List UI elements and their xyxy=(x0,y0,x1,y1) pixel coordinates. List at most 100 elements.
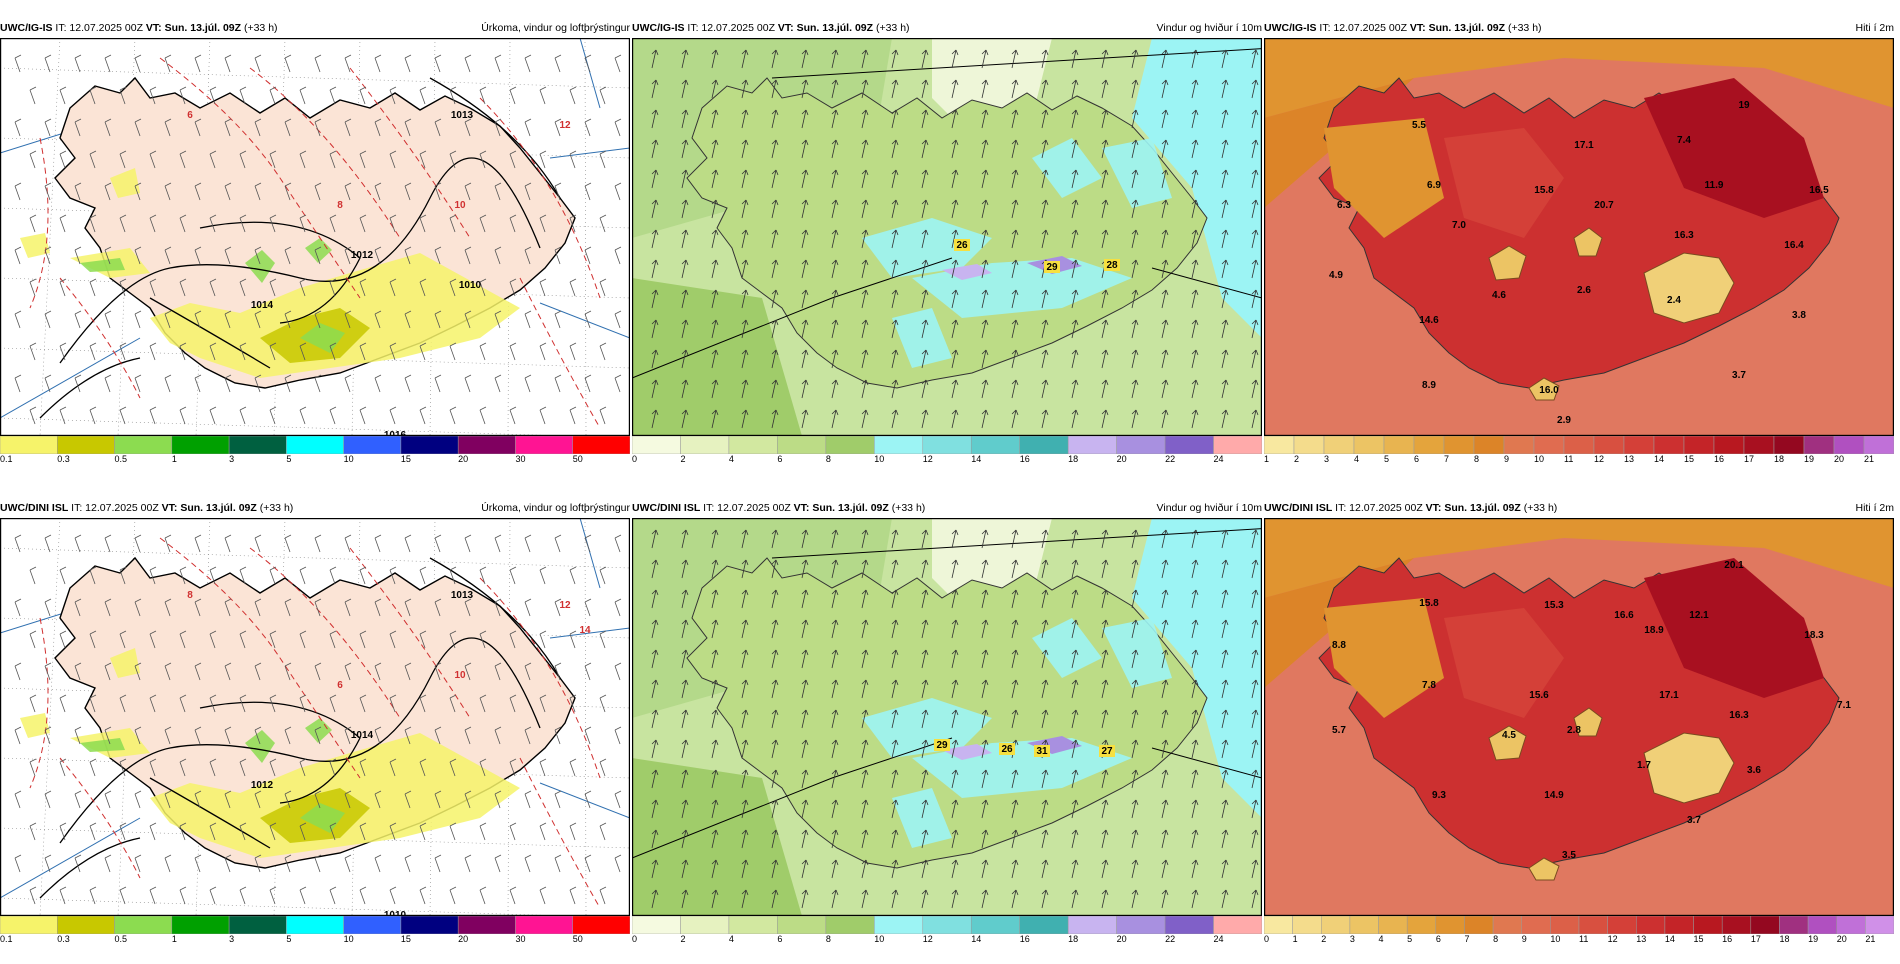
legend-swatch xyxy=(922,916,972,934)
wind-barb xyxy=(29,633,36,649)
wind-barb xyxy=(44,246,52,251)
wind-arrow-head xyxy=(741,769,749,776)
wind-barb xyxy=(179,86,187,91)
wind-barb xyxy=(584,598,592,603)
wind-arrow-head xyxy=(1011,319,1019,326)
map-value-label: 27 xyxy=(1101,746,1113,757)
map-area[interactable]: 15.8 8.8 15.3 16.6 20.1 12.1 18.3 18.9 7.8 15.6 17… xyxy=(1264,518,1894,916)
wind-arrow xyxy=(1101,139,1107,159)
wind-arrow xyxy=(1101,799,1107,819)
wind-arrow xyxy=(1161,859,1167,879)
wind-arrow-head xyxy=(651,559,659,566)
wind-barb xyxy=(344,118,352,123)
wind-arrow-head xyxy=(891,529,899,536)
wind-arrow-head xyxy=(1131,319,1139,326)
wind-arrow xyxy=(861,679,867,699)
legend-swatch xyxy=(1116,436,1166,454)
wind-barb xyxy=(284,54,292,59)
legend-tick-label: 11 xyxy=(1564,454,1574,464)
wind-arrow xyxy=(1221,679,1227,699)
wind-arrow xyxy=(1191,559,1197,579)
color-legend xyxy=(632,916,1262,934)
legend-swatch xyxy=(874,436,924,454)
wind-arrow-head xyxy=(921,769,929,776)
wind-arrow xyxy=(861,229,867,249)
wind-barb xyxy=(524,854,532,859)
wind-arrow xyxy=(741,379,747,399)
map-area[interactable]: 29 26 31 27 xyxy=(632,518,1262,916)
wind-barb xyxy=(389,86,397,91)
wind-arrow-head xyxy=(711,829,719,836)
map-area[interactable]: 1013 1012 1014 1016 1010 8 6 10 12 xyxy=(0,38,630,436)
gust-label-bg xyxy=(1104,259,1120,271)
wind-arrow xyxy=(1101,649,1107,669)
wind-arrow-head xyxy=(981,319,989,326)
map-area[interactable]: 1013 1014 1012 1010 8 6 10 12 14 xyxy=(0,518,630,916)
wind-barb xyxy=(284,598,292,603)
wind-barb xyxy=(464,313,471,329)
legend-swatch xyxy=(1406,916,1437,934)
wind-arrow-head xyxy=(1071,319,1079,326)
wind-barb xyxy=(539,694,547,699)
wind-barb xyxy=(329,758,337,763)
wind-arrow-head xyxy=(1011,409,1019,416)
wind-arrow xyxy=(1041,349,1047,369)
model-name: UWC/IG-IS xyxy=(1264,22,1317,34)
wind-arrow xyxy=(1221,229,1227,249)
wind-arrow xyxy=(1251,859,1257,879)
wind-arrow xyxy=(891,619,897,639)
wind-barb xyxy=(134,310,142,315)
wind-arrow xyxy=(651,199,657,219)
wind-barb xyxy=(434,729,441,745)
map-value-label: 3.7 xyxy=(1732,370,1746,381)
wind-barb xyxy=(524,534,532,539)
wind-arrow xyxy=(1191,649,1197,669)
legend-swatch xyxy=(1323,436,1355,454)
wind-barb xyxy=(434,249,441,265)
gust-label-bg xyxy=(934,739,950,751)
wind-barb xyxy=(134,601,141,617)
wind-arrow-head xyxy=(1251,889,1259,896)
wind-barb xyxy=(554,313,561,329)
wind-barb xyxy=(194,377,201,393)
wind-barb xyxy=(59,697,66,713)
wind-arrow xyxy=(891,229,897,249)
wind-barb xyxy=(44,182,52,187)
valid-time-label: VT: xyxy=(1409,22,1426,34)
wind-barb xyxy=(329,217,336,233)
wind-arrow xyxy=(1161,739,1167,759)
wind-arrow-head xyxy=(831,319,839,326)
wind-barb xyxy=(479,761,486,777)
precip-area xyxy=(110,168,140,198)
wind-arrow-head xyxy=(1041,79,1049,86)
wind-barb xyxy=(569,825,576,841)
legend-swatch xyxy=(1413,436,1445,454)
wind-arrow xyxy=(861,889,867,909)
map-area[interactable]: 26 29 28 xyxy=(632,38,1262,436)
wind-barb xyxy=(329,694,337,699)
wind-arrow-head xyxy=(651,529,659,536)
wind-barb xyxy=(284,377,291,393)
wind-barb xyxy=(89,406,97,411)
legend-tick-label: 15 xyxy=(1684,454,1695,464)
wind-arrow-head xyxy=(981,589,989,596)
wind-arrow xyxy=(1131,49,1137,69)
wind-arrow-head xyxy=(891,889,899,896)
wind-arrow xyxy=(1131,349,1137,369)
wind-arrow xyxy=(1071,589,1077,609)
wind-barb xyxy=(464,246,472,251)
wind-barb xyxy=(104,726,112,731)
wind-barb xyxy=(599,150,607,155)
wind-barb xyxy=(89,86,97,91)
wind-barb xyxy=(404,118,412,123)
wind-arrow xyxy=(741,799,747,819)
wind-barb xyxy=(74,534,82,539)
map-area[interactable]: 5.5 6.3 6.9 7.0 4.9 17.1 7.4 19 15.8 20.7 11.9 16.5… xyxy=(1264,38,1894,436)
wind-arrow xyxy=(1221,589,1227,609)
wind-barb xyxy=(404,729,411,745)
wind-barb xyxy=(59,278,67,283)
wind-arrow xyxy=(711,559,717,579)
wind-barb xyxy=(434,57,441,73)
wind-barb xyxy=(419,822,427,827)
